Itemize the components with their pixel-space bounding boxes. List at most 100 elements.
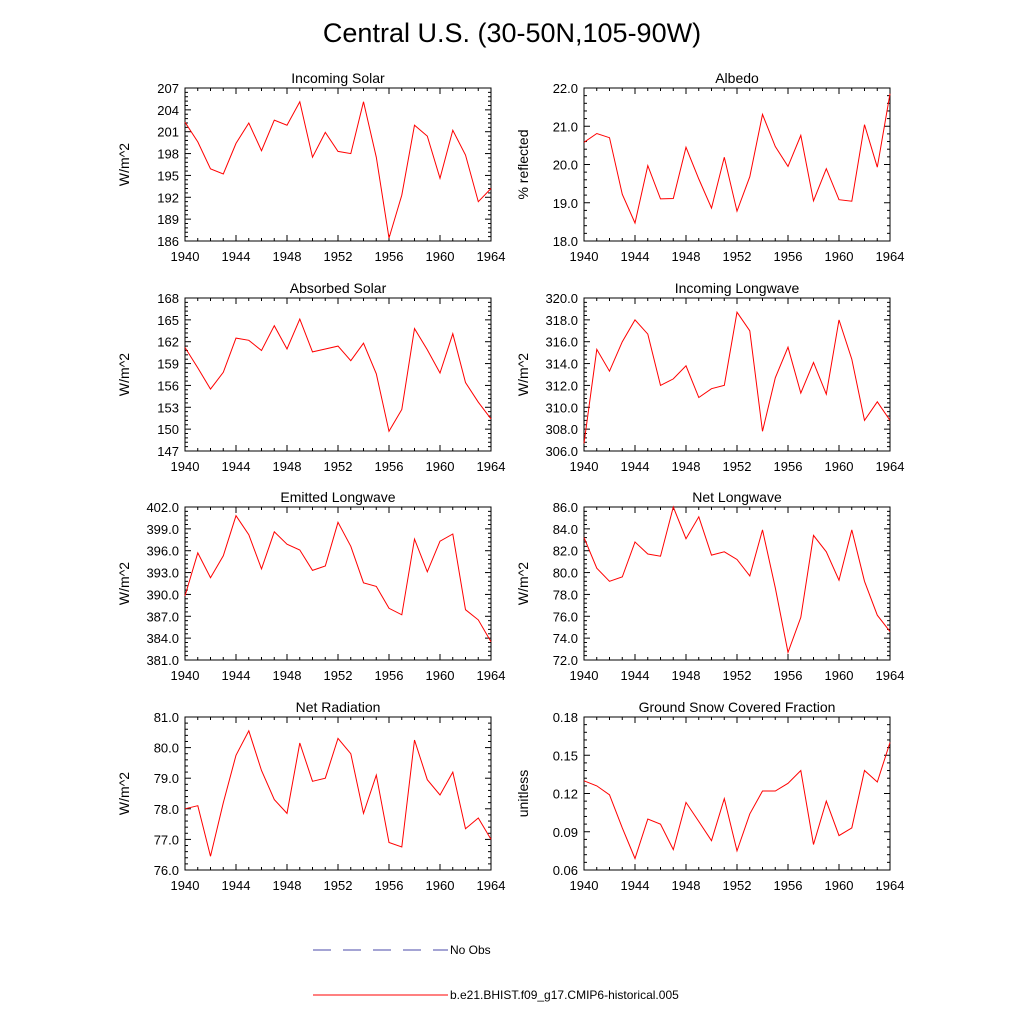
x-tick-label: 1944	[222, 668, 251, 683]
plot-frame	[184, 87, 492, 242]
x-tick-label: 1952	[324, 878, 353, 893]
series-line	[184, 729, 492, 857]
y-axis-label: W/m^2	[515, 562, 531, 605]
x-tick-label: 1964	[477, 878, 506, 893]
y-tick-label: 195	[157, 168, 179, 183]
y-tick-label: 0.15	[553, 748, 578, 763]
x-tick-label: 1944	[222, 249, 251, 264]
y-tick-label: 78.0	[553, 587, 578, 602]
y-tick-label: 74.0	[553, 631, 578, 646]
y-tick-label: 79.0	[154, 771, 179, 786]
y-tick-label: 399.0	[146, 522, 179, 537]
panel-title: Albedo	[715, 70, 759, 86]
y-tick-label: 387.0	[146, 609, 179, 624]
y-tick-label: 0.18	[553, 710, 578, 725]
x-tick-label: 1940	[171, 668, 200, 683]
y-axis-label: W/m^2	[116, 353, 132, 396]
x-tick-label: 1960	[426, 459, 455, 474]
y-axis-label: unitless	[515, 770, 531, 817]
plot-frame	[583, 297, 891, 452]
chart-panel: 1940 1944 1948 1952 1956 1960 1964 381.0 384.0 38…	[116, 489, 505, 683]
y-tick-label: 207	[157, 81, 179, 96]
x-tick-label: 1952	[723, 459, 752, 474]
x-tick-label: 1940	[570, 459, 599, 474]
x-tick-label: 1956	[774, 459, 803, 474]
x-tick-label: 1948	[273, 459, 302, 474]
y-tick-label: 86.0	[553, 500, 578, 515]
plot-frame	[583, 506, 891, 661]
y-tick-label: 77.0	[154, 832, 179, 847]
series-line	[583, 505, 891, 655]
y-tick-label: 308.0	[545, 422, 578, 437]
x-tick-label: 1948	[273, 878, 302, 893]
y-tick-label: 384.0	[146, 631, 179, 646]
x-tick-label: 1948	[672, 249, 701, 264]
x-tick-label: 1948	[672, 459, 701, 474]
y-tick-label: 198	[157, 147, 179, 162]
panel-group: 1940 1944 1948 1952 1956 1960 1964 186 189 192 195…	[116, 70, 904, 893]
x-tick-label: 1952	[723, 249, 752, 264]
series-line	[583, 742, 891, 860]
series-line	[184, 514, 492, 643]
y-tick-label: 82.0	[553, 544, 578, 559]
panel-title: Absorbed Solar	[290, 280, 387, 296]
y-tick-label: 156	[157, 378, 179, 393]
x-tick-label: 1952	[723, 668, 752, 683]
y-axis-label: W/m^2	[116, 772, 132, 815]
y-tick-label: 150	[157, 422, 179, 437]
chart-panel: 1940 1944 1948 1952 1956 1960 1964 186 189 192 195…	[116, 70, 505, 264]
y-axis-label: W/m^2	[116, 143, 132, 186]
x-tick-label: 1960	[825, 459, 854, 474]
x-tick-label: 1952	[324, 668, 353, 683]
chart-panel: 1940 1944 1948 1952 1956 1960 1964 76.0 77.0 78.0…	[116, 699, 505, 893]
x-tick-label: 1964	[477, 668, 506, 683]
x-tick-label: 1940	[171, 878, 200, 893]
panel-title: Net Radiation	[296, 699, 381, 715]
y-tick-label: 186	[157, 234, 179, 249]
chart-panel: 1940 1944 1948 1952 1956 1960 1964 306.0 308.0 31…	[515, 280, 904, 474]
y-tick-label: 19.0	[553, 196, 578, 211]
x-tick-label: 1952	[324, 459, 353, 474]
y-tick-label: 162	[157, 335, 179, 350]
x-tick-label: 1940	[570, 249, 599, 264]
x-tick-label: 1964	[876, 878, 905, 893]
y-tick-label: 318.0	[545, 313, 578, 328]
y-tick-label: 159	[157, 357, 179, 372]
legend-obs-label: No Obs	[450, 943, 491, 957]
y-tick-label: 76.0	[154, 863, 179, 878]
y-tick-label: 402.0	[146, 500, 179, 515]
y-tick-label: 204	[157, 103, 179, 118]
x-tick-label: 1952	[324, 249, 353, 264]
y-tick-label: 18.0	[553, 234, 578, 249]
y-tick-label: 147	[157, 444, 179, 459]
y-tick-label: 81.0	[154, 710, 179, 725]
series-line	[184, 317, 492, 433]
y-tick-label: 316.0	[545, 335, 578, 350]
series-line	[583, 310, 891, 444]
chart-panel: 1940 1944 1948 1952 1956 1960 1964 0.06 0.09 0.12…	[515, 699, 904, 893]
y-tick-label: 192	[157, 190, 179, 205]
y-tick-label: 396.0	[146, 544, 179, 559]
y-tick-label: 20.0	[553, 158, 578, 173]
x-tick-label: 1944	[621, 878, 650, 893]
x-tick-label: 1944	[222, 459, 251, 474]
y-tick-label: 22.0	[553, 81, 578, 96]
x-tick-label: 1940	[570, 878, 599, 893]
panel-title: Incoming Solar	[291, 70, 385, 86]
panel-title: Emitted Longwave	[280, 489, 395, 505]
x-tick-label: 1944	[621, 668, 650, 683]
y-tick-label: 320.0	[545, 291, 578, 306]
y-tick-label: 72.0	[553, 653, 578, 668]
x-tick-label: 1964	[876, 249, 905, 264]
x-tick-label: 1956	[774, 878, 803, 893]
y-tick-label: 80.0	[553, 566, 578, 581]
y-tick-label: 76.0	[553, 609, 578, 624]
x-tick-label: 1956	[774, 668, 803, 683]
x-tick-label: 1956	[375, 249, 404, 264]
y-tick-label: 393.0	[146, 566, 179, 581]
y-tick-label: 189	[157, 212, 179, 227]
x-tick-label: 1948	[672, 668, 701, 683]
y-tick-label: 84.0	[553, 522, 578, 537]
panel-title: Ground Snow Covered Fraction	[639, 699, 836, 715]
chart-panel: 1940 1944 1948 1952 1956 1960 1964 72.0 74.0 76.0…	[515, 489, 904, 683]
